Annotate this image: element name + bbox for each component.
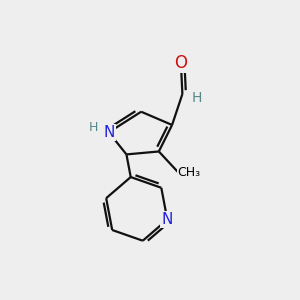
Text: H: H xyxy=(89,122,98,134)
Text: N: N xyxy=(103,125,115,140)
Text: H: H xyxy=(192,91,202,105)
Text: N: N xyxy=(162,212,173,227)
Text: CH₃: CH₃ xyxy=(178,166,201,178)
Text: O: O xyxy=(174,54,188,72)
